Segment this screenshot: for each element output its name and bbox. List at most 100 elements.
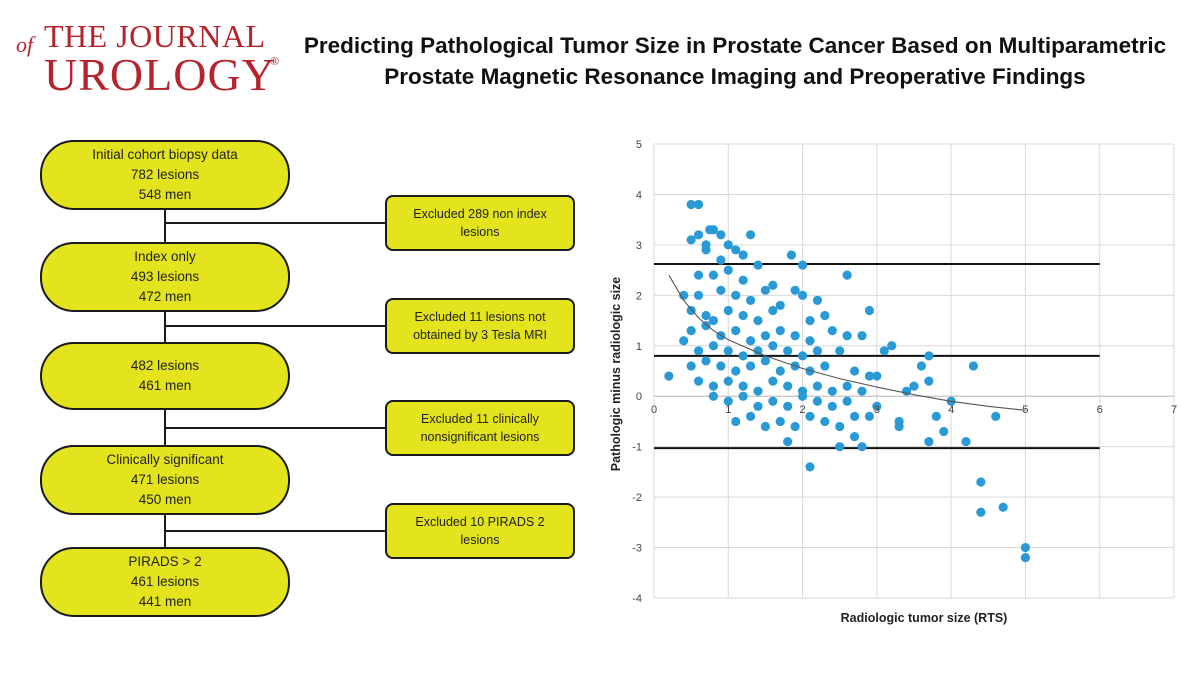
x-tick-label: 1	[725, 404, 731, 416]
chart-x-ticks: 0 1 2 3 4 5 6 7	[651, 404, 1177, 416]
data-point	[820, 416, 830, 427]
data-point	[745, 230, 756, 240]
data-point	[775, 326, 785, 336]
data-point	[790, 331, 800, 341]
flow-step-text: 441 men	[138, 594, 192, 609]
data-point	[768, 341, 778, 351]
data-point	[708, 381, 719, 391]
data-point	[760, 421, 771, 432]
data-point	[924, 376, 934, 386]
data-point	[768, 376, 778, 386]
data-point	[731, 326, 741, 336]
data-point	[705, 225, 715, 235]
data-point	[753, 260, 763, 270]
data-point	[849, 431, 860, 442]
data-point	[827, 386, 837, 396]
exclusion-text: Excluded 289 non index	[413, 207, 547, 221]
x-tick-label: 0	[651, 404, 657, 416]
data-point	[864, 371, 875, 381]
data-point	[701, 310, 711, 321]
chart-trendline	[668, 274, 1026, 411]
data-point	[693, 270, 704, 280]
data-point	[1020, 542, 1031, 553]
data-point	[894, 421, 904, 432]
data-point	[790, 421, 800, 432]
data-point	[916, 361, 927, 371]
data-point	[768, 396, 778, 406]
exclusion-text: Excluded 11 clinically	[421, 412, 539, 426]
y-tick-label: -1	[632, 442, 642, 454]
data-point	[768, 305, 778, 316]
flow-step-text: Initial cohort biopsy data	[92, 147, 238, 162]
data-point	[738, 275, 748, 285]
data-point	[842, 396, 852, 406]
data-point	[701, 245, 711, 255]
data-point	[931, 411, 941, 421]
y-tick-label: 4	[636, 189, 642, 201]
data-point	[797, 391, 808, 401]
data-point	[745, 411, 756, 421]
flow-step-text: 782 lesions	[130, 167, 200, 182]
paper-title-line2: Prostate Magnetic Resonance Imaging and …	[384, 64, 1086, 89]
data-point	[887, 341, 897, 351]
data-point	[835, 442, 845, 452]
data-point	[760, 356, 771, 366]
data-point	[849, 366, 860, 376]
flow-step-index-only: Index only 493 lesions 472 men	[40, 242, 290, 312]
chart-y-ticks: -4 -3 -2 -1 0 1 2 3 4 5	[632, 139, 642, 605]
y-tick-label: 1	[636, 341, 642, 353]
exclusion-text: Excluded 10 PIRADS 2	[415, 515, 545, 529]
data-point	[716, 255, 726, 265]
y-tick-label: -4	[632, 593, 642, 605]
data-point	[842, 331, 852, 341]
data-point	[797, 260, 808, 270]
data-point	[775, 416, 785, 427]
chart-y-axis-label: Pathologic minus radiologic size	[609, 277, 623, 472]
flow-step-text: 548 men	[138, 187, 192, 202]
journal-logo: of THE JOURNAL UROLOGY ®	[12, 14, 282, 100]
data-point	[857, 442, 867, 452]
flow-step-text: Clinically significant	[106, 452, 224, 467]
flow-step-text: 471 lesions	[130, 472, 200, 487]
data-point	[835, 346, 845, 356]
journal-logo-line1: THE JOURNAL	[44, 18, 266, 54]
flow-step-clinically-significant: Clinically significant 471 lesions 450 m…	[40, 445, 290, 515]
data-point	[924, 437, 934, 447]
data-point	[783, 401, 793, 411]
data-point	[783, 381, 793, 391]
data-point	[768, 280, 778, 290]
data-point	[664, 371, 674, 381]
exclusion-text: lesions	[460, 225, 500, 239]
data-point	[872, 401, 882, 411]
data-point	[716, 361, 726, 371]
flow-step-text: 472 men	[138, 289, 192, 304]
chart-points	[664, 199, 1031, 563]
journal-logo-of: of	[16, 32, 34, 57]
data-point	[679, 336, 689, 346]
data-point	[686, 361, 696, 371]
exclusion-not-3tesla: Excluded 11 lesions not obtained by 3 Te…	[385, 298, 575, 354]
paper-title-line1: Predicting Pathological Tumor Size in Pr…	[303, 33, 1167, 58]
data-point	[924, 351, 934, 361]
data-point	[857, 331, 867, 341]
exclusion-text: lesions	[460, 533, 500, 547]
data-point	[701, 356, 711, 366]
data-point	[835, 421, 845, 432]
flow-step-text: PIRADS > 2	[128, 554, 202, 569]
data-point	[968, 361, 979, 371]
data-point	[864, 305, 875, 316]
data-point	[805, 411, 815, 421]
data-point	[723, 305, 733, 316]
data-point	[738, 310, 748, 321]
data-point	[783, 437, 793, 447]
data-point	[976, 477, 986, 487]
data-point	[753, 315, 763, 326]
data-point	[708, 341, 719, 351]
chart-reference-lines	[654, 263, 1100, 450]
data-point	[738, 381, 748, 391]
x-tick-label: 5	[1022, 404, 1028, 416]
data-point	[976, 507, 986, 517]
chart-x-axis-label: Radiologic tumor size (RTS)	[841, 611, 1008, 625]
data-point	[731, 290, 741, 300]
x-tick-label: 4	[948, 404, 954, 416]
